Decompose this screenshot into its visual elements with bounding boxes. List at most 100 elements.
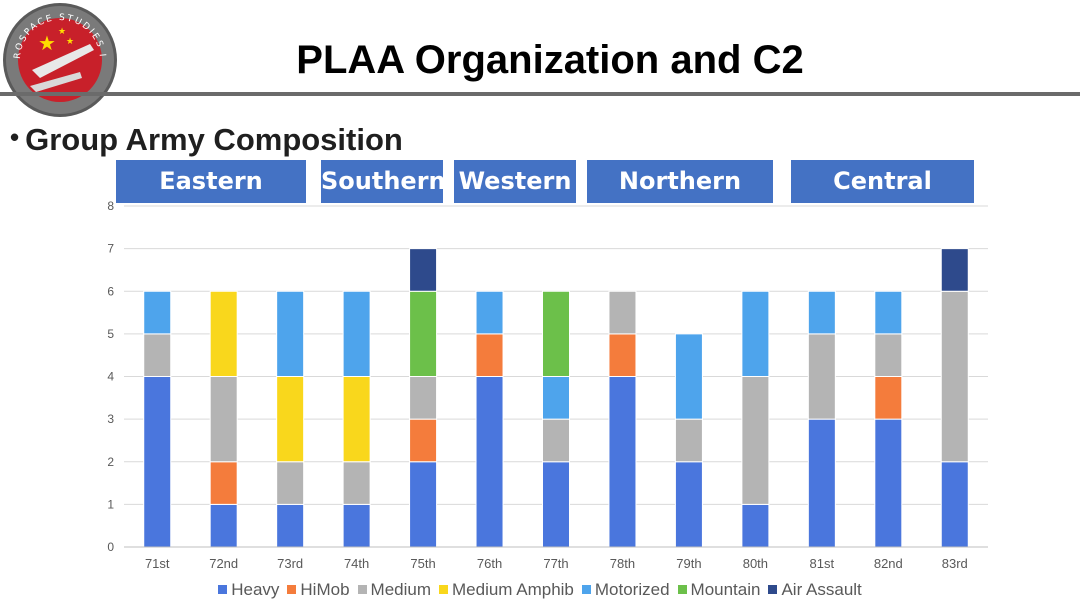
legend-label: Medium Amphib [452,580,574,599]
title-divider [0,92,1080,96]
bar-segment [940,290,969,463]
bar-segment [143,376,172,548]
legend-label: Air Assault [781,580,862,599]
bar-segment [342,503,371,548]
bar-segment [409,248,438,292]
bar-segment [209,461,238,505]
legend-item: HiMob [287,580,350,600]
bar-segment [940,461,969,548]
bar-segment [940,248,969,292]
bar-segment [276,290,305,377]
bar-segment [209,290,238,377]
x-tick-label: 73rd [277,556,303,571]
svg-text:★: ★ [66,37,74,47]
bar-segment [741,376,770,505]
x-tick-label: 83rd [942,556,968,571]
legend-label: Medium [370,580,431,599]
bar-segment [475,376,504,548]
legend-swatch [768,585,778,594]
bar-segment [874,290,903,335]
x-tick-label: 82nd [874,556,903,571]
x-tick-label: 80th [743,556,768,571]
bar-segment [608,376,637,548]
bar-segment [874,418,903,548]
region-western: Western [454,160,576,203]
legend-swatch [677,585,687,594]
bar-segment [608,290,637,335]
bar-segment [674,418,703,463]
bar-segment [276,376,305,463]
slide-title: PLAA Organization and C2 [296,38,804,82]
y-tick-label: 0 [107,540,114,554]
bar-segment [409,418,438,463]
region-eastern: Eastern [116,160,306,203]
legend-item: Medium [357,580,431,600]
y-tick-label: 3 [107,412,114,426]
legend-swatch [287,585,297,594]
bar-segment [209,376,238,463]
bar-segment [342,290,371,377]
bar-segment [874,376,903,420]
legend-label: Heavy [231,580,280,599]
bar-segment [542,418,570,463]
legend-item: Mountain [677,580,761,600]
legend-label: HiMob [300,580,350,599]
bar-segment [807,418,836,548]
legend-item: Medium Amphib [439,580,574,600]
legend-swatch [357,585,367,594]
bullet-icon: • [10,122,20,152]
legend-item: Motorized [581,580,670,600]
region-northern: Northern [587,160,773,203]
legend-item: Air Assault [768,580,862,600]
bar-segment [807,290,836,335]
region-central: Central [791,160,974,203]
y-tick-label: 5 [107,327,114,341]
y-tick-label: 7 [107,242,114,256]
bar-segment [342,376,371,463]
star-icon: ★ [38,31,56,55]
legend-swatch [218,585,228,594]
bar-segment [143,290,172,335]
bar-segment [409,290,438,377]
legend-label: Motorized [594,580,670,599]
y-tick-label: 2 [107,455,114,469]
x-tick-label: 71st [145,556,170,571]
bar-segment [342,461,371,505]
y-tick-label: 8 [107,199,114,213]
y-tick-label: 1 [107,497,114,511]
bar-segment [608,333,637,377]
x-tick-label: 79th [676,556,701,571]
x-tick-label: 81st [810,556,835,571]
x-tick-label: 72nd [209,556,238,571]
x-tick-label: 75th [410,556,435,571]
bar-segment [542,376,570,420]
bar-segment [143,333,172,377]
bar-segment [209,503,238,548]
legend-item: Heavy [218,580,279,600]
bar-segment [741,290,770,377]
bar-segment [276,461,305,505]
bar-segment [807,333,836,420]
slide-subtitle: • Group Army Composition [10,122,403,158]
bar-segment [542,461,570,548]
chart-legend: Heavy HiMob Medium Medium Amphib Motorized Mo… [0,580,1080,600]
x-tick-label: 74th [344,556,369,571]
y-tick-label: 6 [107,284,114,298]
bar-segment [409,376,438,420]
bar-segment [674,333,703,420]
legend-swatch [581,585,591,594]
bar-segment [741,503,770,548]
bar-segment [276,503,305,548]
legend-label: Mountain [690,580,761,599]
institute-logo: ★ ★ ★ CHINA AEROSPACE STUDIES INSTITUTE [0,0,117,117]
x-tick-label: 78th [610,556,635,571]
bar-segment [542,290,570,377]
x-tick-label: 77th [543,556,568,571]
bar-segment [475,290,504,335]
x-tick-label: 76th [477,556,502,571]
subtitle-text: Group Army Composition [25,122,403,157]
bar-segment [874,333,903,377]
bar-segment [674,461,703,548]
legend-swatch [439,585,448,594]
